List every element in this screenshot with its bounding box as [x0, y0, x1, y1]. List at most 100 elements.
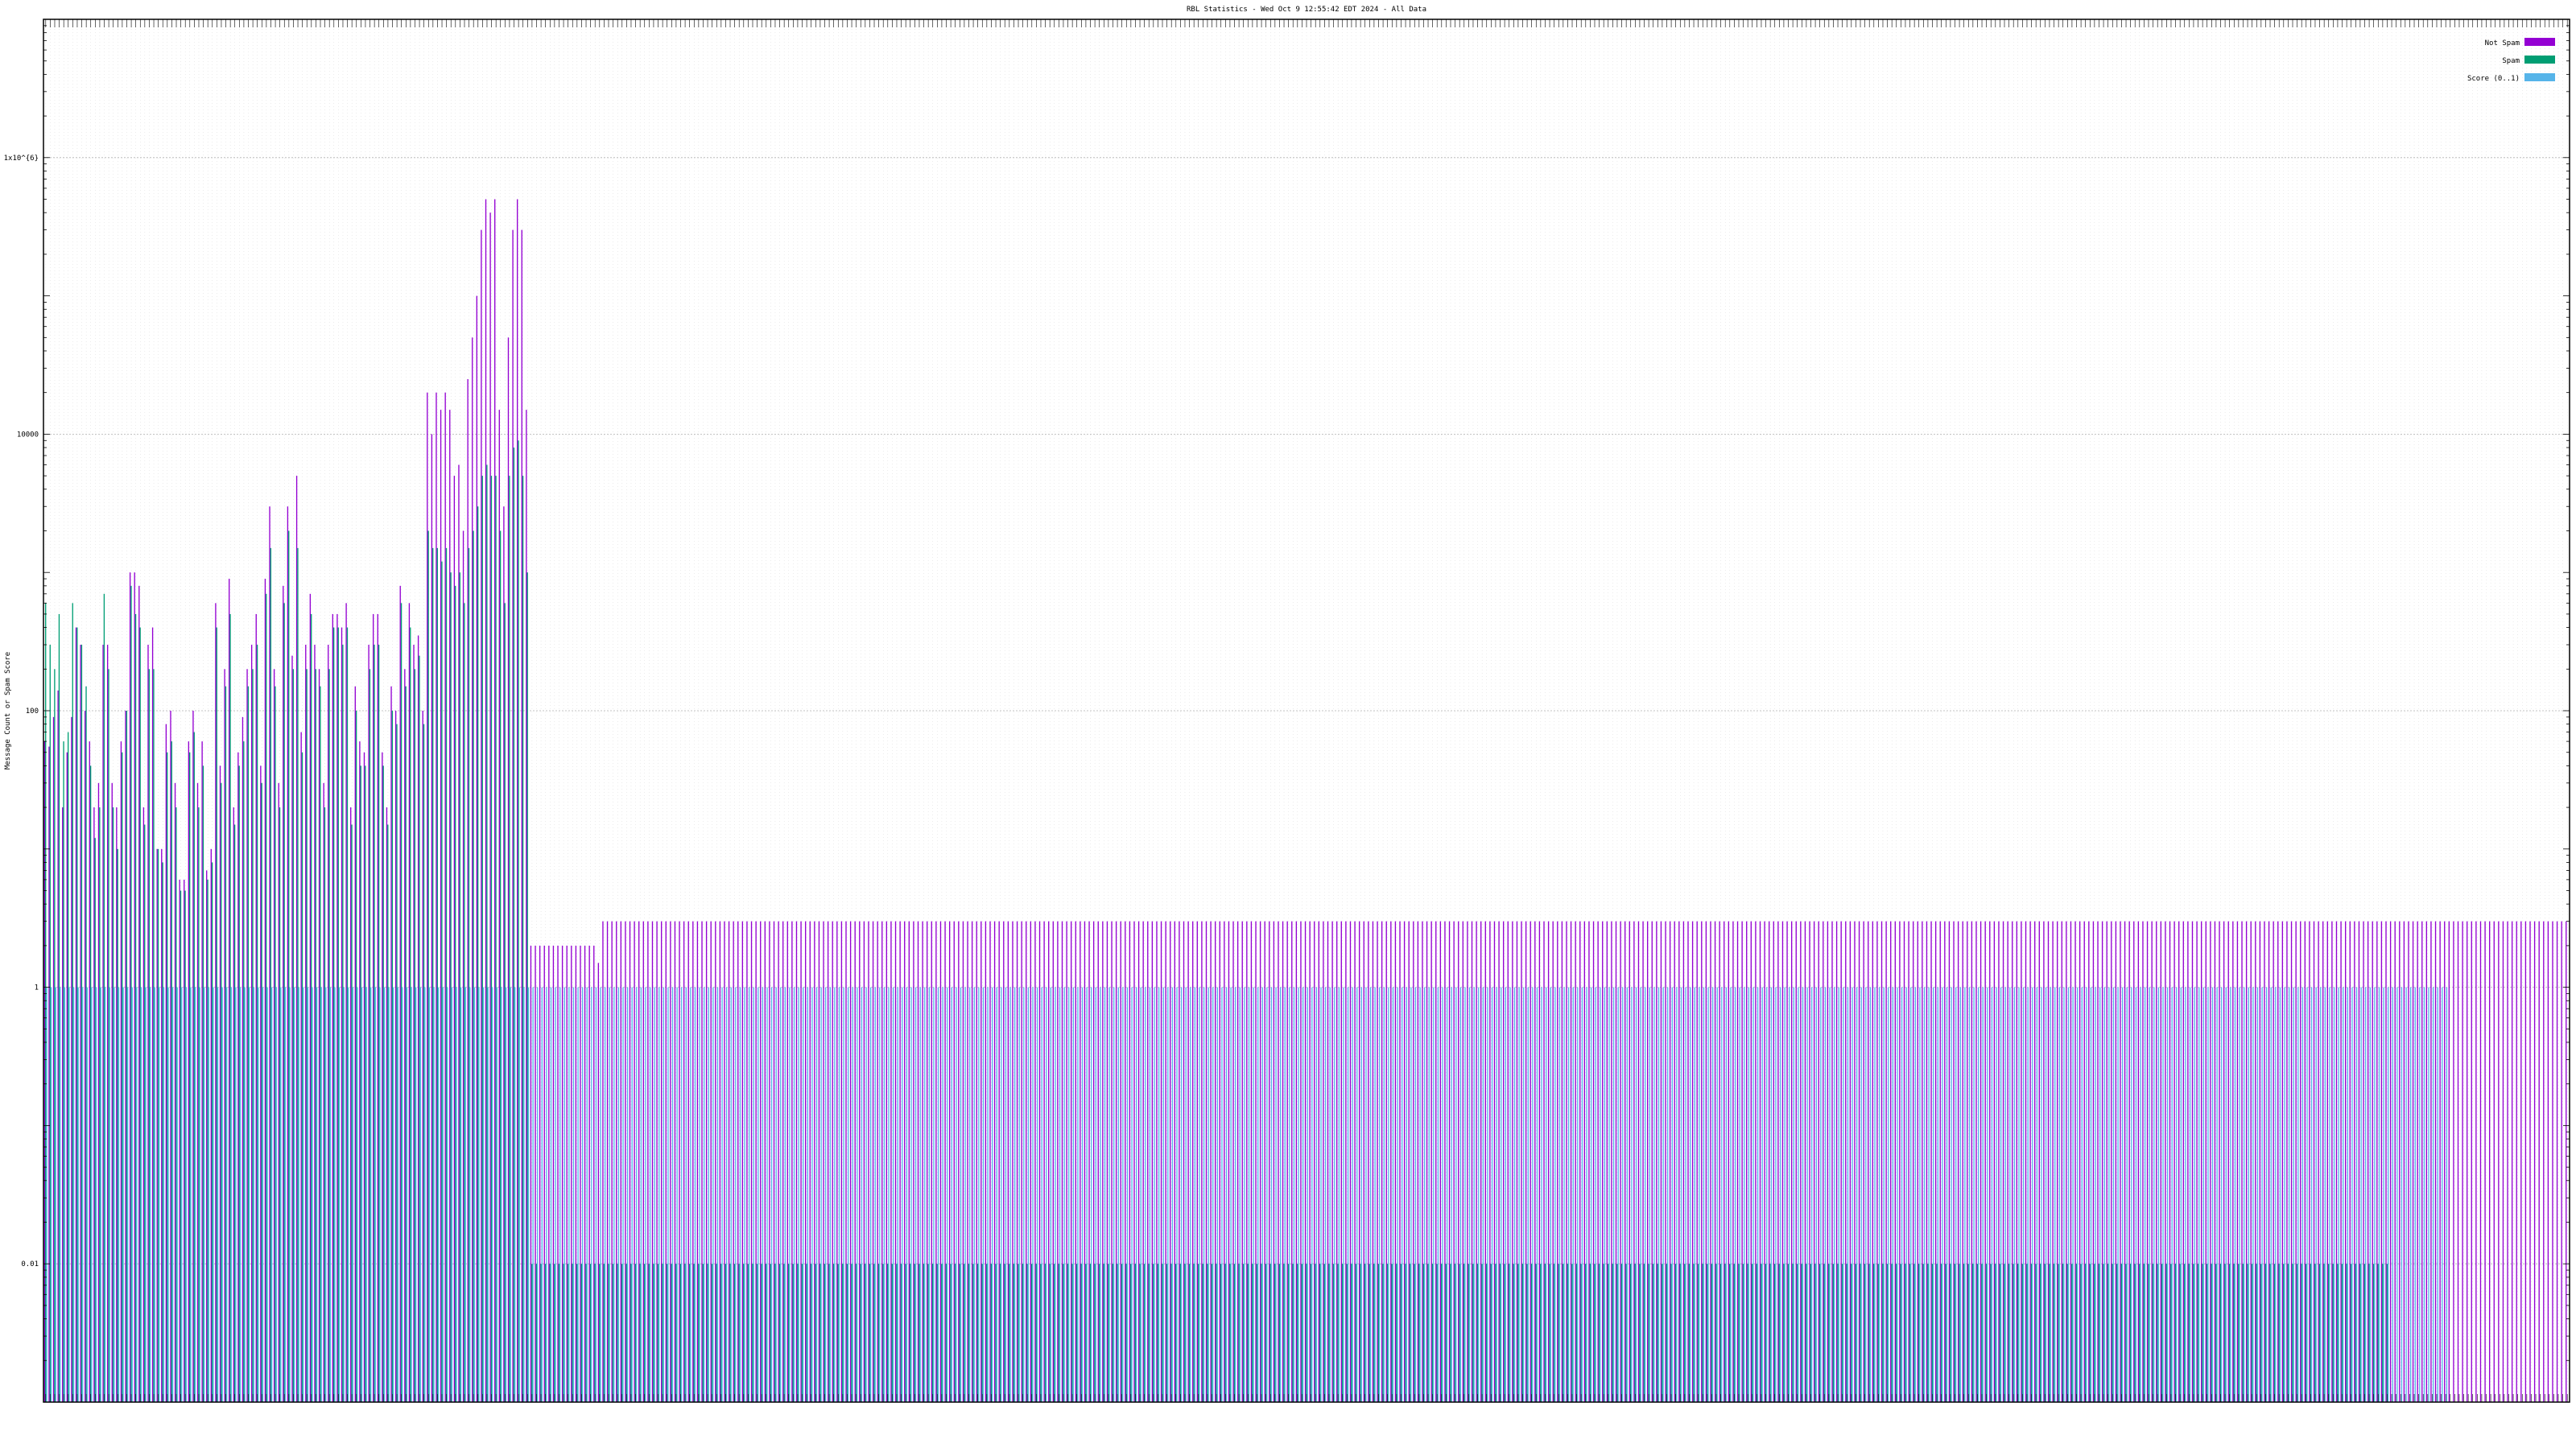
bar-2-30 — [181, 987, 183, 1402]
bar-2-62 — [325, 987, 327, 1402]
bar-0-436 — [2007, 921, 2008, 1402]
bar-2-74 — [379, 987, 381, 1402]
bar-0-269 — [1255, 921, 1257, 1402]
bar-1-168 — [801, 1264, 803, 1402]
bar-1-102 — [504, 603, 506, 1402]
bar-1-217 — [1022, 1264, 1024, 1402]
bar-0-56 — [295, 476, 298, 1402]
bar-2-229 — [1077, 987, 1079, 1402]
bar-1-133 — [643, 1264, 646, 1402]
bar-0-459 — [2111, 921, 2112, 1402]
bar-1-101 — [499, 530, 502, 1402]
bar-0-4 — [62, 807, 64, 1402]
bar-2-351 — [1626, 987, 1629, 1402]
bar-2-357 — [1653, 987, 1655, 1402]
bar-1-464 — [2134, 1264, 2136, 1402]
bar-1-332 — [1540, 1264, 1542, 1402]
bar-2-296 — [1379, 987, 1381, 1402]
bar-2-116 — [568, 987, 570, 1402]
bar-0-176 — [836, 921, 838, 1402]
bar-2-61 — [320, 987, 322, 1402]
bar-1-220 — [1035, 1264, 1037, 1402]
bar-0-249 — [1165, 921, 1166, 1402]
bar-1-263 — [1229, 1264, 1231, 1402]
bar-1-385 — [1778, 1264, 1780, 1402]
bar-2-184 — [874, 987, 876, 1402]
bar-0-154 — [737, 921, 739, 1402]
bar-2-107 — [527, 987, 530, 1402]
bar-1-326 — [1513, 1264, 1514, 1402]
bar-2-328 — [1523, 987, 1525, 1402]
bar-1-345 — [1598, 1264, 1600, 1402]
bar-1-144 — [693, 1264, 695, 1402]
bar-0-159 — [760, 921, 762, 1402]
bar-0-366 — [1691, 921, 1694, 1402]
bar-2-188 — [892, 987, 894, 1402]
bar-2-505 — [2320, 987, 2322, 1402]
bar-1-517 — [2372, 1264, 2375, 1402]
bar-2-55 — [294, 987, 295, 1402]
bar-1-202 — [954, 1264, 956, 1402]
bar-0-402 — [1854, 921, 1856, 1402]
bar-0-414 — [1908, 921, 1909, 1402]
bar-1-322 — [1495, 1264, 1496, 1402]
bar-2-167 — [798, 987, 799, 1402]
bar-2-14 — [109, 987, 111, 1402]
bar-1-79 — [400, 603, 402, 1402]
bar-1-244 — [1143, 1264, 1146, 1402]
bar-2-89 — [447, 987, 448, 1402]
bar-2-501 — [2301, 987, 2304, 1402]
bar-1-444 — [2044, 1264, 2046, 1402]
bar-1-86 — [432, 547, 434, 1402]
bar-0-544 — [2493, 921, 2495, 1402]
bar-1-130 — [630, 1264, 632, 1402]
bar-2-313 — [1455, 987, 1457, 1402]
bar-0-0 — [43, 741, 46, 1402]
bar-2-329 — [1527, 987, 1529, 1402]
bar-0-34 — [196, 782, 199, 1402]
bar-1-150 — [720, 1264, 722, 1402]
bar-0-238 — [1115, 921, 1117, 1402]
bar-0-110 — [539, 945, 541, 1402]
bar-2-38 — [217, 987, 219, 1402]
bar-0-6 — [71, 716, 72, 1402]
bar-0-91 — [453, 476, 456, 1402]
bar-2-208 — [982, 987, 985, 1402]
bar-2-456 — [2099, 987, 2101, 1402]
bar-0-39 — [219, 765, 221, 1402]
bar-2-259 — [1212, 987, 1214, 1402]
bar-0-541 — [2479, 921, 2482, 1402]
bar-1-510 — [2341, 1264, 2343, 1402]
bar-2-523 — [2401, 987, 2403, 1402]
bar-1-330 — [1530, 1264, 1533, 1402]
bar-2-85 — [428, 987, 431, 1402]
bar-1-518 — [2377, 1264, 2379, 1402]
bar-1-331 — [1535, 1264, 1537, 1402]
bar-0-528 — [2421, 921, 2423, 1402]
bar-2-138 — [667, 987, 669, 1402]
bar-2-237 — [1113, 987, 1115, 1402]
bar-1-67 — [346, 627, 349, 1402]
bar-0-370 — [1710, 921, 1711, 1402]
bar-2-126 — [613, 987, 615, 1402]
bar-2-294 — [1369, 987, 1372, 1402]
bar-2-165 — [789, 987, 791, 1402]
bar-0-257 — [1201, 921, 1203, 1402]
bar-0-399 — [1840, 921, 1842, 1402]
bar-0-479 — [2200, 921, 2202, 1402]
bar-1-135 — [653, 1264, 654, 1402]
bar-1-42 — [233, 824, 236, 1402]
bar-1-265 — [1238, 1264, 1240, 1402]
bar-1-466 — [2143, 1264, 2145, 1402]
bar-0-304 — [1413, 921, 1414, 1402]
bar-1-165 — [787, 1264, 790, 1402]
bar-0-40 — [224, 669, 225, 1402]
bar-1-353 — [1634, 1264, 1636, 1402]
bar-1-372 — [1719, 1264, 1722, 1402]
bar-2-502 — [2306, 987, 2308, 1402]
bar-2-509 — [2338, 987, 2339, 1402]
bar-2-60 — [316, 987, 318, 1402]
bar-1-15 — [112, 807, 114, 1402]
bar-2-49 — [266, 987, 268, 1402]
bar-0-267 — [1246, 921, 1248, 1402]
